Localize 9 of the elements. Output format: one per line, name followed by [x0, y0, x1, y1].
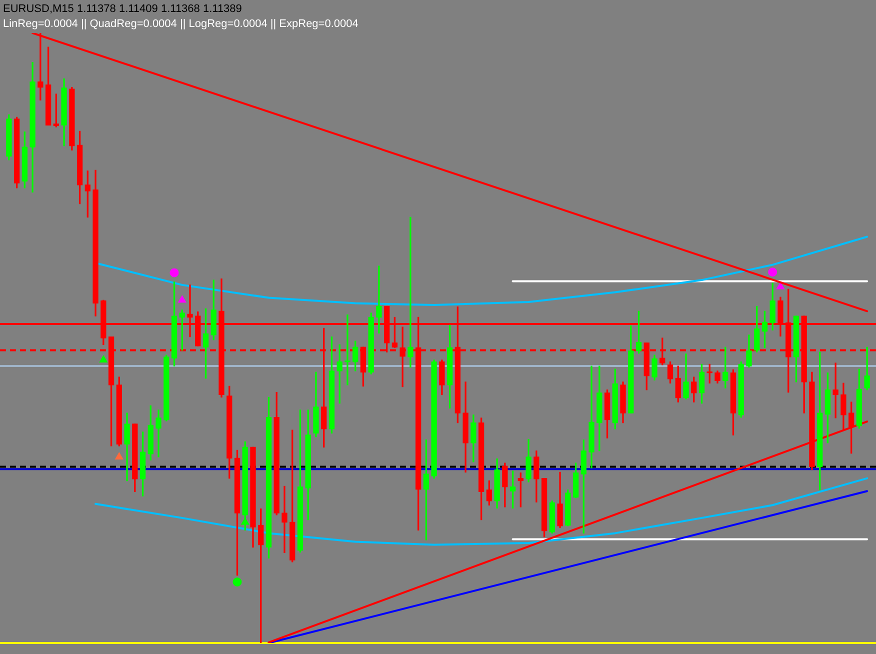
point [768, 268, 778, 277]
point [776, 282, 784, 290]
point [115, 452, 124, 460]
point [232, 578, 242, 586]
chart-subtitle: LinReg=0.0004 || QuadReg=0.0004 || LogReg=0.0004 || ExpReg=0.0004 [3, 17, 358, 32]
point [178, 296, 186, 303]
point [99, 355, 108, 362]
point [170, 268, 179, 278]
chart-title: EURUSD,M15 1.11378 1.11409 1.11368 1.11389 [3, 2, 243, 17]
